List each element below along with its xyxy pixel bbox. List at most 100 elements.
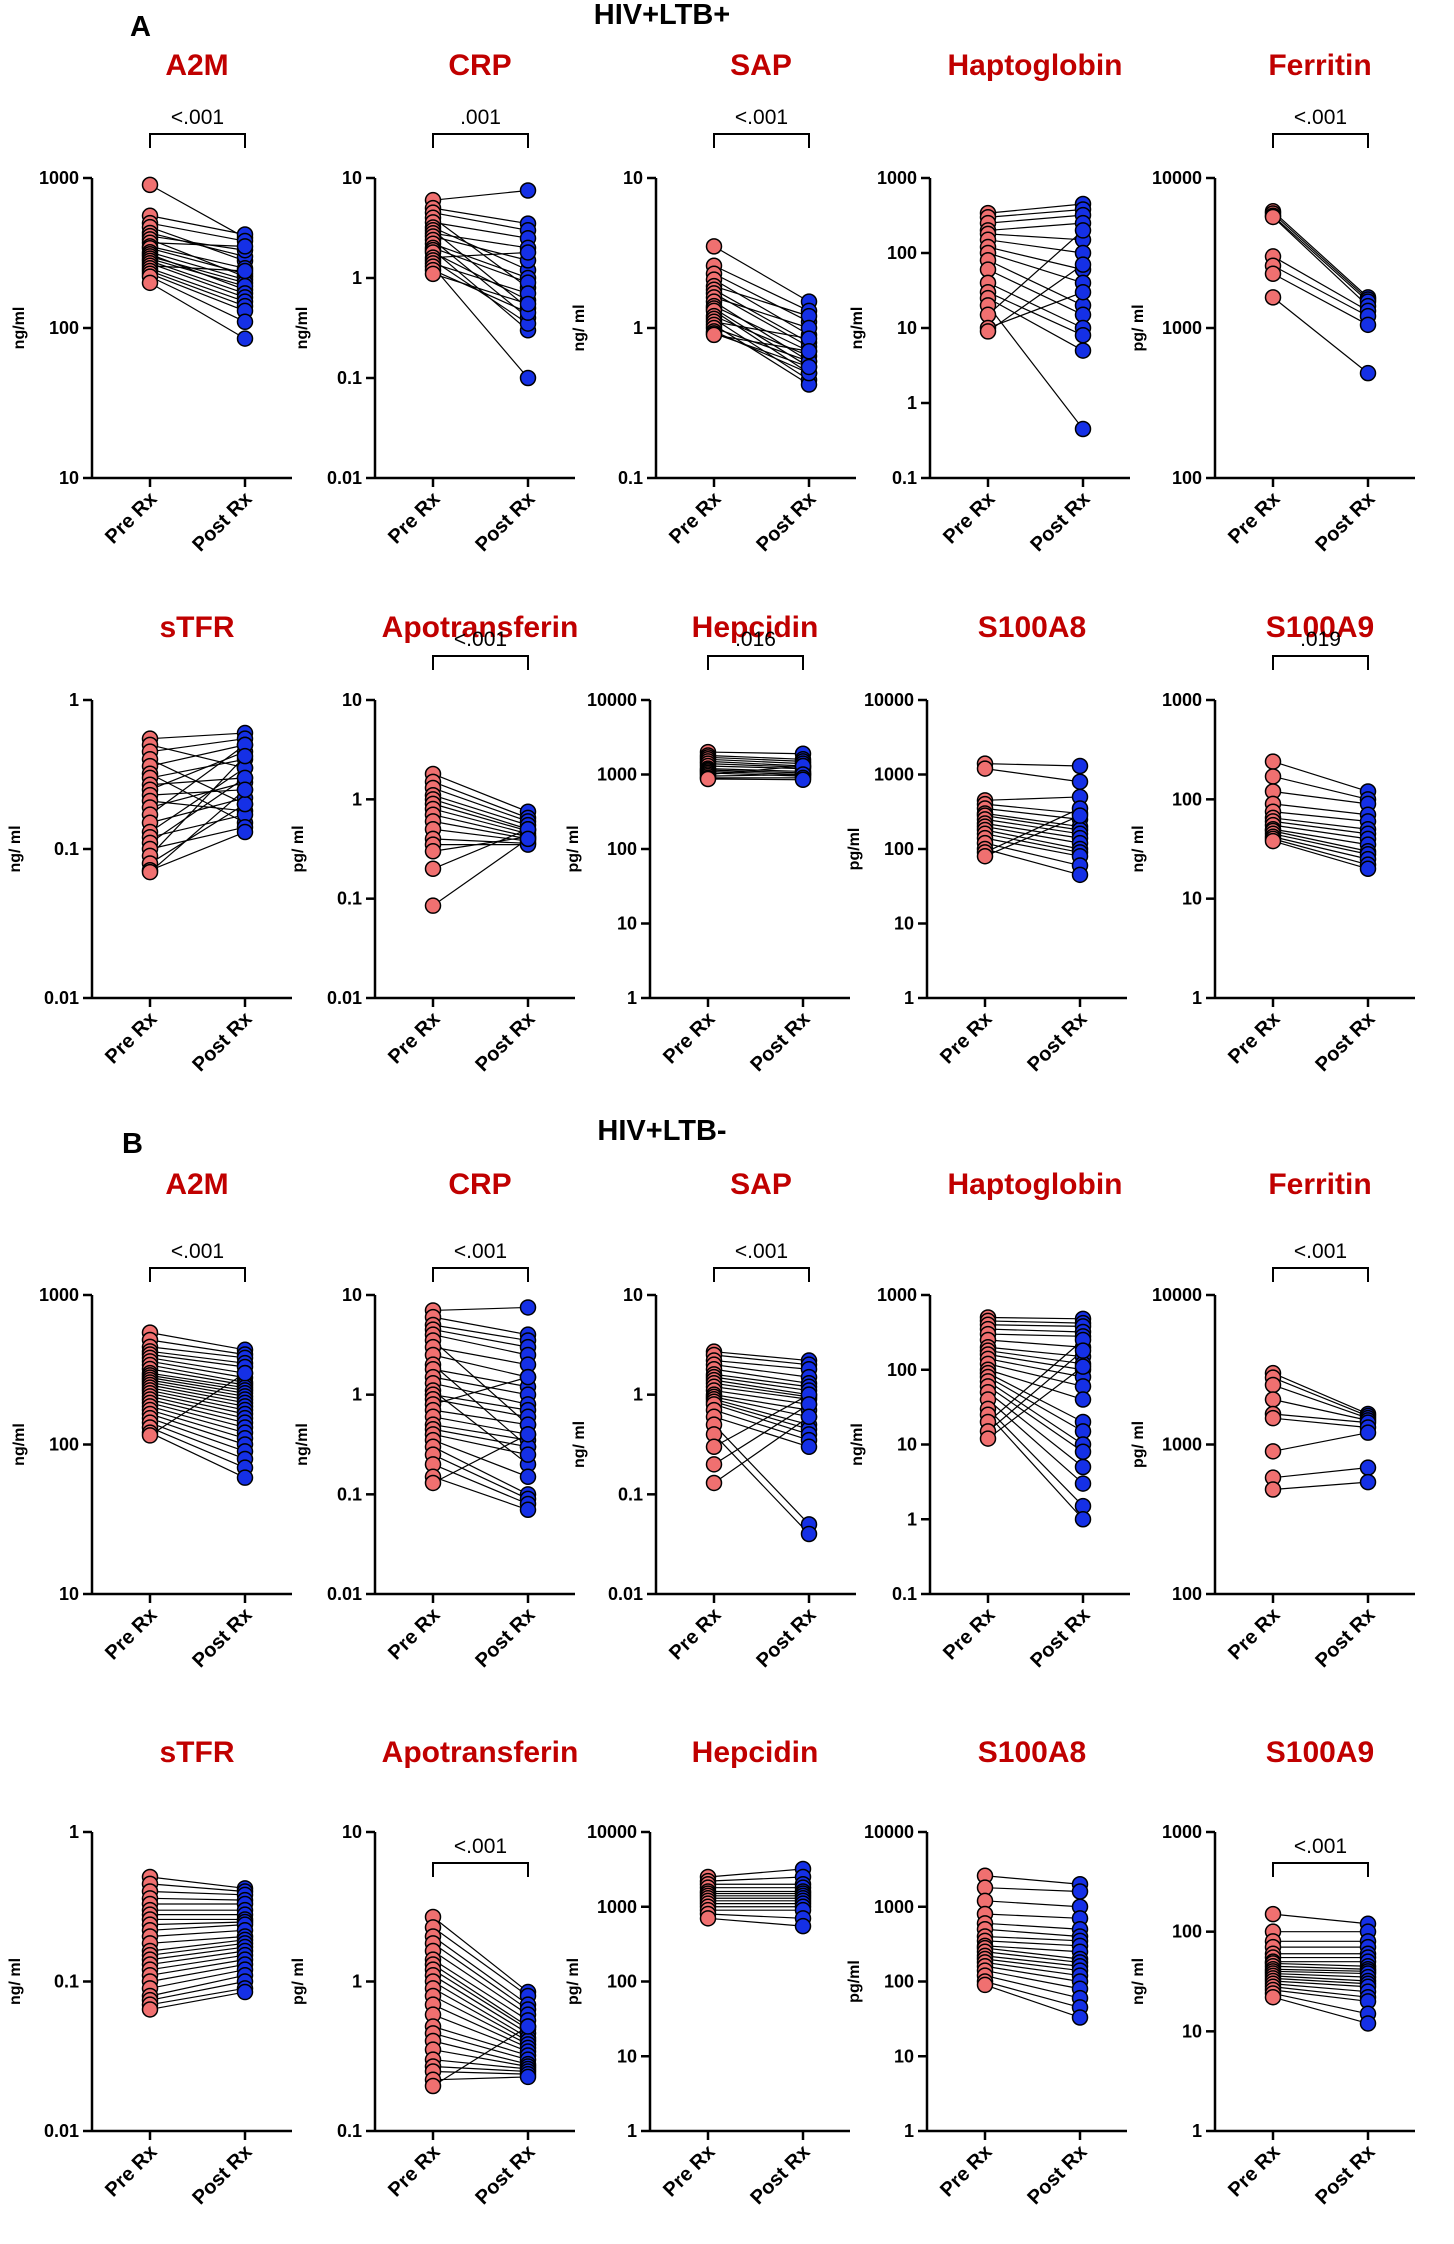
y-tick-label: 0.1 (337, 2121, 362, 2141)
x-label-post: Post Rx (1311, 1008, 1379, 1076)
pair-line (987, 1366, 1084, 1440)
pair-line (149, 777, 246, 844)
pair-line (432, 1376, 529, 1405)
pair-line (987, 1346, 1084, 1358)
pair-line (149, 744, 246, 769)
pair-line (713, 1394, 810, 1411)
pair-line (713, 279, 810, 336)
y-axis-label: ng/ml (294, 307, 311, 350)
pair-line (149, 267, 246, 303)
y-tick-label: 10 (617, 2046, 637, 2066)
pair-line (432, 1390, 529, 1465)
pair-line (149, 1987, 246, 2006)
y-tick-label: 0.01 (44, 2121, 79, 2141)
pair-line (149, 1991, 246, 2011)
pair-line (987, 1385, 1084, 1453)
pair-line (149, 215, 246, 236)
y-tick-label: 10000 (864, 690, 914, 710)
pre-rx-point (1264, 1481, 1282, 1498)
pair-line (432, 1433, 529, 1484)
y-tick-label: 10000 (587, 690, 637, 710)
pair-line (984, 807, 1081, 820)
significance-bracket (1272, 1267, 1369, 1282)
pre-rx-point (979, 323, 997, 340)
post-rx-point (800, 1525, 818, 1543)
pair-line (707, 773, 804, 777)
pair-line (432, 1936, 529, 2006)
y-tick-label: 1 (352, 1385, 362, 1405)
pair-line (987, 1414, 1084, 1520)
post-rx-point (1071, 866, 1089, 884)
pair-line (1272, 820, 1369, 835)
pre-rx-point (424, 897, 442, 914)
chart-a-sap: SAP 0.1 1 10 ng/ ml Pre Rx Post Rx <.001 (571, 49, 856, 556)
pre-rx-point (424, 1474, 442, 1492)
post-rx-point (1074, 283, 1092, 301)
pair-line (432, 2065, 529, 2073)
pair-line (1272, 1975, 1369, 1982)
pair-line (149, 1939, 246, 1952)
pair-line (432, 1334, 529, 1356)
pair-line (432, 251, 529, 259)
y-tick-label: 1000 (1162, 318, 1202, 338)
x-label-post: Post Rx (188, 2141, 256, 2209)
pair-line (987, 233, 1084, 241)
y-axis-label: pg/ ml (1130, 1421, 1147, 1468)
pre-rx-point (1264, 1376, 1282, 1394)
y-tick-label: 100 (1172, 1922, 1202, 1942)
y-tick-label: 1000 (1162, 1435, 1202, 1455)
chart-title: Hepcidin (692, 1736, 819, 1769)
pre-rx-point (1264, 1988, 1282, 2006)
pair-line (149, 1969, 246, 1989)
pair-line (984, 1922, 1081, 1930)
post-rx-point (519, 182, 537, 199)
pair-line (1272, 828, 1369, 846)
pre-rx-point (1264, 289, 1282, 306)
post-rx-point (519, 1468, 537, 1486)
y-axis-label: pg/ ml (290, 1958, 307, 2005)
chart-title: Haptoglobin (948, 49, 1123, 82)
group-title-a: HIV+LTB+ (594, 0, 730, 31)
pair-line (1272, 833, 1369, 855)
pair-line (149, 270, 246, 307)
y-axis-label: pg/ ml (1130, 304, 1147, 351)
pair-line (713, 321, 810, 340)
pair-line (713, 1398, 810, 1426)
pair-line (432, 1987, 529, 2042)
y-tick-label: 10 (342, 1822, 362, 1842)
p-value-label: .019 (1300, 628, 1341, 651)
charts-layer: A2M 10 100 1000 ng/ml Pre Rx Post Rx <.001 CRP 0.… (7, 49, 1415, 2209)
y-tick-label: 100 (1172, 468, 1202, 488)
pair-line (1272, 1413, 1369, 1424)
pair-line (713, 315, 810, 357)
post-rx-point (800, 342, 818, 360)
pair-line (432, 1926, 529, 1997)
pair-line (149, 1963, 246, 1983)
pair-line (432, 243, 529, 279)
pre-rx-point (1264, 1905, 1282, 1923)
p-value-label: .016 (735, 628, 776, 651)
y-tick-label: 0.1 (618, 1484, 643, 1504)
pair-line (984, 763, 1081, 767)
pair-line (432, 1354, 529, 1378)
pair-line (984, 807, 1081, 853)
post-rx-point (236, 781, 254, 798)
chart-a-haptoglobin: Haptoglobin 0.1 1 10 100 1000 ng/ml Pre Rx Post … (849, 49, 1130, 556)
pair-line (149, 1921, 246, 1926)
pair-line (713, 1396, 810, 1418)
pair-line (987, 297, 1084, 352)
pair-line (149, 265, 246, 272)
pair-line (1272, 760, 1369, 793)
pair-line (149, 1353, 246, 1368)
pair-line (149, 751, 246, 791)
y-tick-label: 1000 (874, 1897, 914, 1917)
y-axis-label: ng/ ml (7, 1958, 24, 2005)
p-value-label: .001 (460, 106, 501, 129)
pair-line (707, 1913, 804, 1919)
pair-line (149, 1402, 246, 1429)
pre-rx-point (424, 843, 442, 860)
pre-rx-point (976, 1976, 994, 1994)
post-rx-point (1074, 327, 1092, 344)
pair-line (149, 1883, 246, 1893)
pair-line (707, 751, 804, 755)
